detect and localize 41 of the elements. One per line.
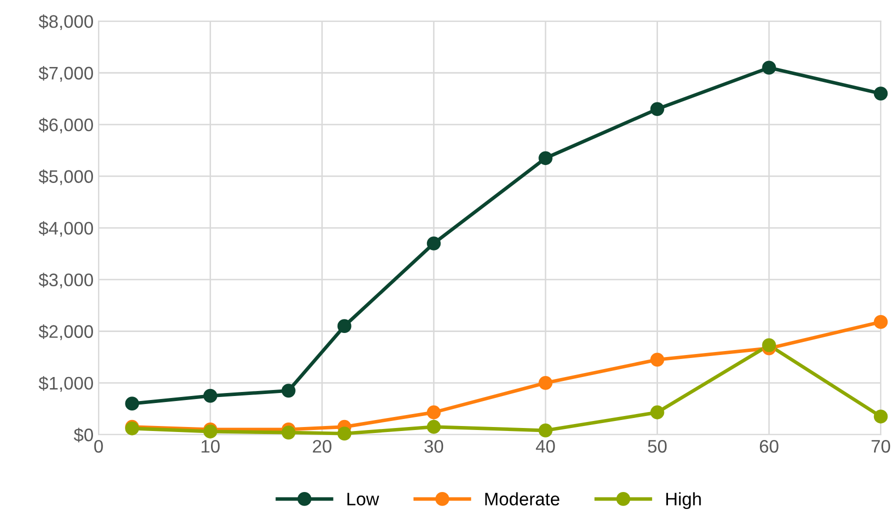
legend-label: High (666, 492, 701, 510)
point (762, 338, 776, 352)
x-tick-label: 60 (760, 440, 778, 453)
point (874, 410, 888, 424)
point (282, 384, 296, 398)
point (426, 236, 441, 250)
point (426, 420, 441, 434)
y-tick-label: $4,000 (38, 221, 93, 237)
point (650, 352, 664, 367)
point (538, 424, 552, 438)
point (426, 405, 441, 420)
point (337, 426, 352, 441)
x-tick-label: 40 (536, 440, 555, 453)
y-tick-label: $0 (74, 428, 93, 442)
legend-label: Low (347, 492, 380, 506)
x-tick-label: 70 (872, 440, 890, 453)
point (203, 388, 218, 403)
y-tick-label: $3,000 (38, 272, 93, 288)
y-tick-label: $6,000 (38, 118, 93, 134)
x-tick-label: 50 (648, 440, 667, 453)
point (874, 86, 888, 100)
x-tick-label: 20 (312, 440, 332, 453)
x-tick-label: 10 (202, 440, 220, 453)
point (650, 405, 664, 420)
point (337, 319, 352, 334)
y-tick-label: $8,000 (38, 14, 93, 30)
x-tick-label: 0 (94, 440, 103, 453)
x-tick-label: 30 (424, 440, 444, 453)
y-tick-label: $5,000 (38, 169, 93, 186)
legend-label: Moderate (485, 492, 560, 506)
y-tick-label: $1,000 (38, 376, 93, 392)
y-tick-label: $7,000 (38, 66, 93, 82)
point (203, 424, 218, 438)
point (650, 102, 664, 116)
point (538, 376, 552, 390)
point (538, 151, 552, 166)
y-tick-label: $2,000 (38, 324, 93, 340)
point (125, 396, 140, 411)
point (282, 426, 296, 440)
point (762, 60, 776, 75)
point (874, 315, 888, 329)
